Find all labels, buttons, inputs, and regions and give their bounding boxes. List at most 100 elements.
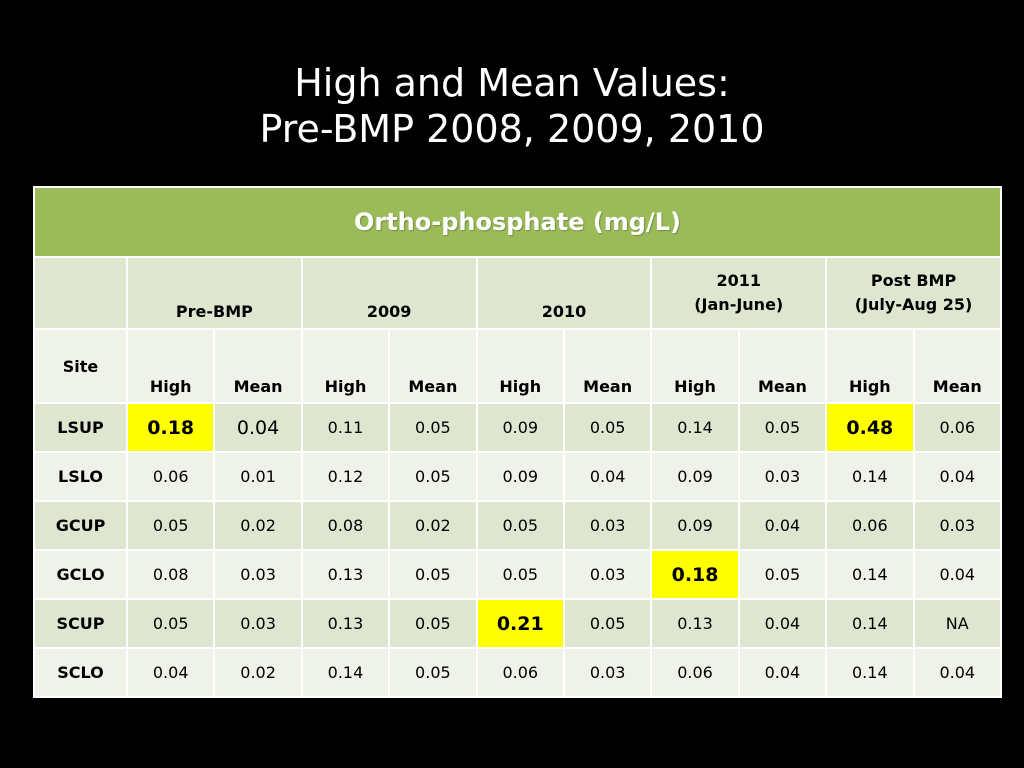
group-label-line2: 2009 [366, 302, 412, 321]
mean-column-header: Mean [213, 328, 303, 404]
group-label-line2: (July-Aug 25) [854, 295, 973, 314]
value-cell: NA [912, 598, 1002, 649]
value-cell-highlighted: 0.21 [475, 598, 565, 649]
table-header: Ortho-phosphate (mg/L) [33, 186, 1002, 258]
value-cell: 0.14 [825, 647, 915, 698]
value-cell: 0.05 [125, 500, 216, 551]
value-cell: 0.05 [388, 451, 478, 502]
value-cell-highlighted: 0.18 [125, 402, 216, 453]
group-label-line2: 2010 [541, 302, 587, 321]
value-cell: 0.02 [213, 647, 303, 698]
value-cell: 0.05 [388, 647, 478, 698]
site-cell: LSUP [33, 402, 128, 453]
value-cell: 0.04 [912, 451, 1002, 502]
value-cell: 0.09 [475, 451, 565, 502]
value-cell: 0.08 [300, 500, 391, 551]
value-cell: 0.14 [825, 598, 915, 649]
value-cell: 0.06 [475, 647, 565, 698]
group-header-2011: 2011 (Jan-June) [650, 256, 828, 330]
site-column-header: Site [33, 328, 128, 404]
table-row: SCLO 0.04 0.02 0.14 0.05 0.06 0.03 0.06 … [33, 647, 1002, 698]
value-cell: 0.09 [650, 451, 740, 502]
value-cell: 0.11 [300, 402, 391, 453]
high-column-header: High [125, 328, 216, 404]
value-cell: 0.03 [213, 598, 303, 649]
value-cell-highlighted: 0.48 [825, 402, 915, 453]
value-cell: 0.13 [650, 598, 740, 649]
value-cell: 0.06 [825, 500, 915, 551]
value-cell: 0.03 [562, 500, 653, 551]
high-column-header: High [300, 328, 391, 404]
table-row: GCLO 0.08 0.03 0.13 0.05 0.05 0.03 0.18 … [33, 549, 1002, 600]
value-cell: 0.04 [912, 647, 1002, 698]
value-cell: 0.05 [388, 598, 478, 649]
value-cell: 0.04 [737, 647, 828, 698]
value-cell: 0.13 [300, 549, 391, 600]
value-cell: 0.04 [562, 451, 653, 502]
value-cell: 0.14 [825, 451, 915, 502]
value-cell: 0.13 [300, 598, 391, 649]
value-cell: 0.03 [562, 549, 653, 600]
group-header-2009: 2009 [300, 256, 478, 330]
high-column-header: High [475, 328, 565, 404]
table-row: LSUP 0.18 0.04 0.11 0.05 0.09 0.05 0.14 … [33, 402, 1002, 453]
group-label-line2: (Jan-June) [694, 295, 784, 314]
value-cell: 0.05 [388, 549, 478, 600]
value-cell: 0.05 [475, 500, 565, 551]
table-row: SCUP 0.05 0.03 0.13 0.05 0.21 0.05 0.13 … [33, 598, 1002, 649]
title-line-2: Pre-BMP 2008, 2009, 2010 [259, 107, 765, 151]
value-cell: 0.04 [912, 549, 1002, 600]
group-header-empty [33, 256, 128, 330]
table-row: LSLO 0.06 0.01 0.12 0.05 0.09 0.04 0.09 … [33, 451, 1002, 502]
site-cell: GCLO [33, 549, 128, 600]
value-cell: 0.06 [125, 451, 216, 502]
group-label-line1: 2011 [716, 271, 761, 290]
group-label-line1: Post BMP [870, 271, 957, 290]
value-cell-highlighted: 0.18 [650, 549, 740, 600]
value-cell: 0.01 [213, 451, 303, 502]
value-cell: 0.14 [300, 647, 391, 698]
table-row: GCUP 0.05 0.02 0.08 0.02 0.05 0.03 0.09 … [33, 500, 1002, 551]
site-cell: SCLO [33, 647, 128, 698]
group-header-post-bmp: Post BMP (July-Aug 25) [825, 256, 1002, 330]
title-line-1: High and Mean Values: [294, 61, 730, 105]
value-cell: 0.04 [737, 500, 828, 551]
value-cell: 0.09 [475, 402, 565, 453]
value-cell: 0.08 [125, 549, 216, 600]
value-cell: 0.12 [300, 451, 391, 502]
value-cell: 0.05 [562, 402, 653, 453]
value-cell: 0.06 [912, 402, 1002, 453]
value-cell: 0.14 [825, 549, 915, 600]
slide-title: High and Mean Values: Pre-BMP 2008, 2009… [0, 60, 1024, 152]
mean-column-header: Mean [388, 328, 478, 404]
value-cell: 0.14 [650, 402, 740, 453]
ortho-phosphate-table: Ortho-phosphate (mg/L) Pre-BMP 2009 2010… [33, 186, 1002, 698]
group-label-line2: Pre-BMP [175, 302, 253, 321]
high-column-header: High [825, 328, 915, 404]
value-cell: 0.09 [650, 500, 740, 551]
value-cell: 0.06 [650, 647, 740, 698]
value-cell: 0.05 [737, 402, 828, 453]
mean-column-header: Mean [912, 328, 1002, 404]
group-header-2010: 2010 [475, 256, 653, 330]
value-cell: 0.04 [737, 598, 828, 649]
value-cell: 0.02 [388, 500, 478, 551]
value-cell: 0.04 [125, 647, 216, 698]
value-cell: 0.03 [737, 451, 828, 502]
value-cell: 0.05 [475, 549, 565, 600]
value-cell: 0.03 [213, 549, 303, 600]
value-cell: 0.05 [125, 598, 216, 649]
value-cell: 0.02 [213, 500, 303, 551]
mean-column-header: Mean [737, 328, 828, 404]
high-column-header: High [650, 328, 740, 404]
value-cell: 0.05 [562, 598, 653, 649]
mean-column-header: Mean [562, 328, 653, 404]
value-cell: 0.03 [562, 647, 653, 698]
site-cell: LSLO [33, 451, 128, 502]
value-cell: 0.03 [912, 500, 1002, 551]
site-cell: GCUP [33, 500, 128, 551]
group-header-pre-bmp: Pre-BMP [126, 256, 303, 330]
site-cell: SCUP [33, 598, 128, 649]
value-cell: 0.04 [213, 402, 303, 453]
